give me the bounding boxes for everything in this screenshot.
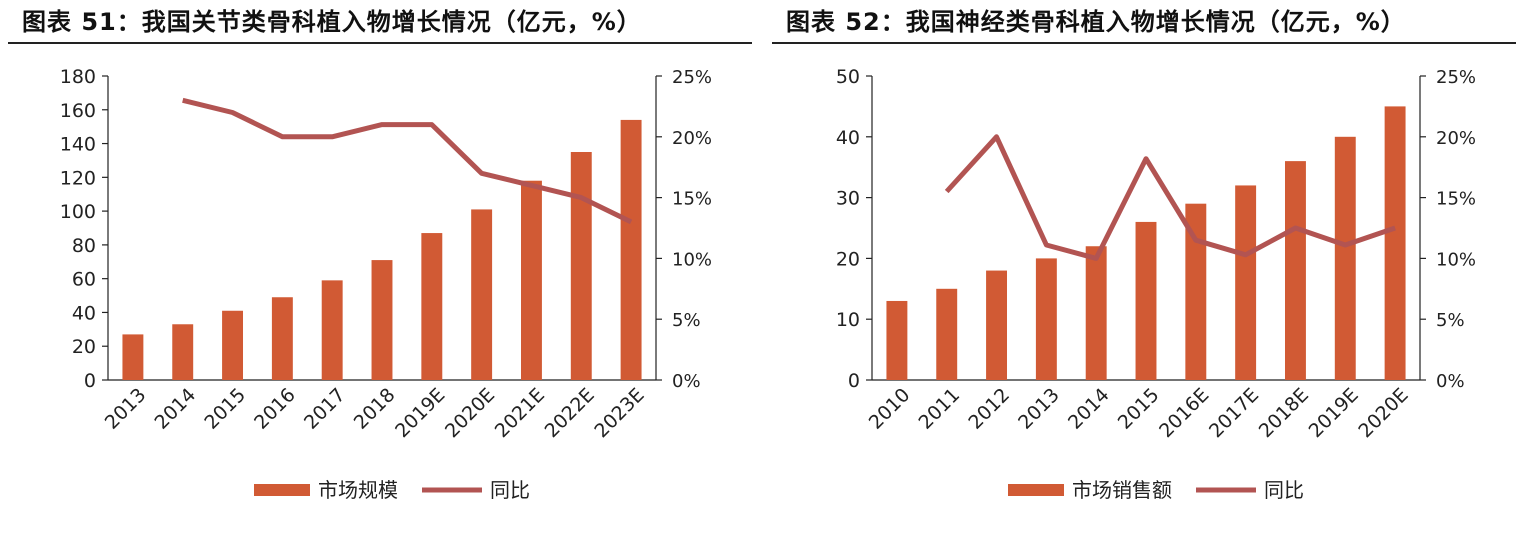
y-tick-label-left: 120 xyxy=(60,167,96,189)
y-tick-label-left: 50 xyxy=(836,66,860,88)
y-tick-label-left: 0 xyxy=(84,370,96,392)
y-tick-label-right: 20% xyxy=(1436,128,1476,149)
bar xyxy=(271,297,293,380)
y-tick-label-right: 5% xyxy=(1436,310,1465,331)
x-tick-label: 2014 xyxy=(151,384,201,434)
y-tick-label-right: 10% xyxy=(672,249,712,270)
bar xyxy=(172,324,194,380)
bar xyxy=(986,270,1008,380)
bar xyxy=(1235,185,1257,380)
x-tick-label: 2022E xyxy=(541,384,599,442)
chart-panel-joint: 图表 51：我国关节类骨科植入物增长情况（亿元，%） 0 20 40 60 80 100 1… xyxy=(8,0,752,540)
bar xyxy=(620,119,642,381)
y-tick-label-right: 15% xyxy=(1436,189,1476,210)
bar xyxy=(371,260,393,380)
x-tick-label: 2016 xyxy=(250,384,300,434)
x-tick-label: 2018E xyxy=(1255,384,1313,442)
bar xyxy=(1035,258,1057,380)
legend-line-label: 同比 xyxy=(1264,478,1304,502)
y-tick-label-left: 140 xyxy=(60,134,96,156)
y-tick-label-left: 60 xyxy=(72,269,96,291)
growth-line xyxy=(182,97,633,225)
chart-title: 图表 52：我国神经类骨科植入物增长情况（亿元，%） xyxy=(786,8,1406,36)
bar xyxy=(122,334,144,380)
x-tick-label: 2020E xyxy=(1354,384,1412,442)
y-tick-label-left: 20 xyxy=(836,248,860,270)
bar xyxy=(321,280,343,380)
y-tick-label-right: 0% xyxy=(1436,371,1465,392)
legend-bar-label: 市场销售额 xyxy=(1072,478,1172,502)
growth-line xyxy=(944,134,1396,261)
x-tick-label: 2010 xyxy=(865,384,915,434)
x-tick-label: 2013 xyxy=(1014,384,1064,434)
legend-bar-swatch xyxy=(254,484,310,496)
x-tick-label: 2016E xyxy=(1155,384,1213,442)
bar xyxy=(222,310,244,380)
x-tick-label: 2013 xyxy=(101,384,151,434)
x-tick-label: 2017E xyxy=(1205,384,1263,442)
y-tick-label-right: 15% xyxy=(672,189,712,210)
y-tick-label-right: 20% xyxy=(672,128,712,149)
y-tick-label-left: 20 xyxy=(72,336,96,358)
y-tick-label-left: 180 xyxy=(60,66,96,88)
joint-implant-chart: 0 20 40 60 80 100 120 140 160 180 0% 5% 10% 15% 20% 25%… xyxy=(60,66,712,502)
x-tick-label: 2012 xyxy=(964,384,1014,434)
x-tick-label: 2017 xyxy=(300,384,350,434)
bar xyxy=(1384,106,1406,381)
x-tick-label: 2023E xyxy=(590,384,648,442)
title-divider xyxy=(8,42,752,44)
chart-panel-neuro: 图表 52：我国神经类骨科植入物增长情况（亿元，%） 0 10 20 30 40 50 0%… xyxy=(772,0,1516,540)
y-tick-label-left: 30 xyxy=(836,188,860,210)
bar xyxy=(421,233,443,380)
x-tick-label: 2011 xyxy=(915,384,965,434)
bar xyxy=(936,288,958,380)
x-tick-label: 2020E xyxy=(441,384,499,442)
x-tick-label: 2019E xyxy=(391,384,449,442)
x-tick-label: 2021E xyxy=(491,384,549,442)
bar xyxy=(471,209,493,380)
bar xyxy=(886,300,908,380)
y-tick-label-right: 25% xyxy=(672,67,712,88)
bar xyxy=(1085,246,1107,380)
y-tick-label-right: 0% xyxy=(672,371,701,392)
y-tick-label-left: 160 xyxy=(60,100,96,122)
y-tick-label-left: 80 xyxy=(72,235,96,257)
legend-bar-label: 市场规模 xyxy=(318,478,398,502)
bar xyxy=(570,152,592,380)
x-tick-label: 2014 xyxy=(1064,384,1114,434)
title-divider xyxy=(772,42,1516,44)
y-tick-label-left: 40 xyxy=(72,302,96,324)
bar xyxy=(1334,136,1356,380)
chart-title: 图表 51：我国关节类骨科植入物增长情况（亿元，%） xyxy=(22,8,642,36)
y-tick-label-left: 0 xyxy=(848,370,860,392)
bar xyxy=(1185,203,1207,380)
y-tick-label-right: 5% xyxy=(672,310,701,331)
legend-bar-swatch xyxy=(1008,484,1064,496)
legend-line-label: 同比 xyxy=(490,478,530,502)
y-tick-label-left: 40 xyxy=(836,127,860,149)
y-tick-label-right: 25% xyxy=(1436,67,1476,88)
y-tick-label-left: 10 xyxy=(836,309,860,331)
y-tick-label-right: 10% xyxy=(1436,249,1476,270)
y-tick-label-left: 100 xyxy=(60,201,96,223)
bar xyxy=(520,180,542,380)
bar xyxy=(1284,161,1306,380)
x-tick-label: 2019E xyxy=(1305,384,1363,442)
x-tick-label: 2015 xyxy=(200,384,250,434)
bar xyxy=(1135,221,1157,380)
